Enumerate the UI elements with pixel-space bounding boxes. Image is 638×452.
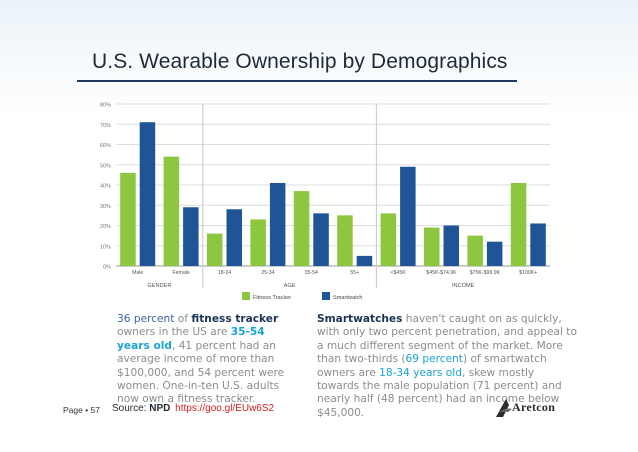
legend-label: Smartwatch (333, 295, 363, 301)
group-label: AGE (284, 283, 296, 289)
source-name: NPD (149, 403, 171, 414)
x-tick-label: $45K-$74.9K (426, 270, 457, 276)
fitness-tracker-bar (467, 235, 483, 266)
text-run: ) of smartwatch owners are (317, 353, 547, 379)
term-smartwatches: Smartwatches (317, 313, 403, 325)
fitness-tracker-bar (293, 191, 310, 266)
fitness-tracker-bar (207, 233, 223, 266)
logo-text: Aretcon (512, 400, 556, 414)
text-run: of (174, 313, 192, 325)
smartwatch-bar (139, 122, 156, 266)
logo-mark-icon (496, 399, 509, 417)
source-line: Source: NPD https://goo.gl/EUw6S2 (112, 403, 274, 414)
smartwatch-paragraph: Smartwatches haven't caught on as quickl… (317, 313, 579, 420)
smartwatch-bar (226, 209, 242, 266)
x-tick-label: 35-54 (305, 270, 318, 276)
group-label: INCOME (452, 283, 475, 289)
x-tick-label: Female (172, 270, 189, 276)
text-run: haven't caught on as quickly, with only … (317, 313, 577, 366)
y-tick-label: 0% (103, 265, 111, 271)
term-fitness-tracker: fitness tracker (191, 313, 279, 325)
smartwatch-bar (530, 223, 546, 266)
y-tick-label: 40% (100, 184, 111, 190)
text-run: , skew mostly towards the male populatio… (317, 366, 562, 419)
fitness-tracker-bar (163, 156, 180, 266)
smartwatch-bar (356, 255, 373, 266)
fitness-tracker-bar (120, 172, 136, 266)
x-tick-label: 25-34 (261, 270, 274, 276)
y-tick-label: 70% (100, 123, 111, 129)
fitness-tracker-bar (424, 227, 440, 266)
fitness-tracker-paragraph: 36 percent of fitness tracker owners in … (117, 313, 295, 407)
y-tick-label: 30% (100, 204, 111, 210)
group-label: GENDER (147, 283, 171, 289)
x-tick-label: $100K+ (519, 270, 537, 276)
x-tick-label: 55+ (350, 270, 359, 276)
source-label: Source: (112, 403, 147, 414)
smartwatch-bar (183, 207, 199, 266)
y-tick-label: 10% (100, 244, 111, 250)
text-run: owners in the US are (117, 326, 231, 339)
legend-label: Fitness Tracker (253, 295, 291, 301)
header-background (0, 0, 638, 118)
y-tick-label: 60% (100, 143, 111, 149)
wearable-ownership-chart: 0% 10% 20% 30% 40% 50% 60% 70% 80% Male Female 18-2… (100, 103, 550, 301)
y-tick-label: 20% (100, 224, 111, 230)
source-link[interactable]: https://goo.gl/EUw6S2 (175, 403, 275, 414)
y-tick-label: 50% (100, 163, 111, 169)
title-underline (77, 80, 517, 82)
x-tick-label: 18-24 (218, 270, 231, 276)
stat-18-34-years-old: 18-34 years old (379, 366, 462, 379)
aretcon-logo (496, 399, 512, 417)
fitness-tracker-bar (337, 215, 353, 266)
legend-swatch (322, 292, 330, 300)
stat-36-percent: 36 percent (117, 313, 175, 325)
smartwatch-bar (400, 166, 416, 266)
fitness-tracker-bar (510, 182, 527, 266)
x-tick-label: $75K-$99.9K (470, 270, 501, 276)
legend-swatch (242, 292, 250, 300)
stat-35-54-years-old: 35-54 years old (117, 326, 265, 352)
fitness-tracker-bar (250, 219, 266, 266)
smartwatch-bar (269, 182, 286, 266)
text-run: , 41 percent had an average income of mo… (117, 339, 285, 406)
x-tick-label: <$45K (391, 270, 407, 276)
logo-swoosh-icon (498, 408, 512, 413)
x-tick-label: Male (132, 270, 143, 276)
smartwatch-bar (486, 241, 503, 266)
page-number: Page • 57 (63, 405, 101, 415)
fitness-tracker-bar (380, 213, 397, 266)
smartwatch-bar (443, 225, 459, 266)
smartwatch-bar (313, 213, 329, 266)
page-title: U.S. Wearable Ownership by Demographics (92, 50, 508, 73)
y-tick-label: 80% (100, 103, 111, 109)
stat-69-percent: 69 percent (405, 353, 463, 366)
